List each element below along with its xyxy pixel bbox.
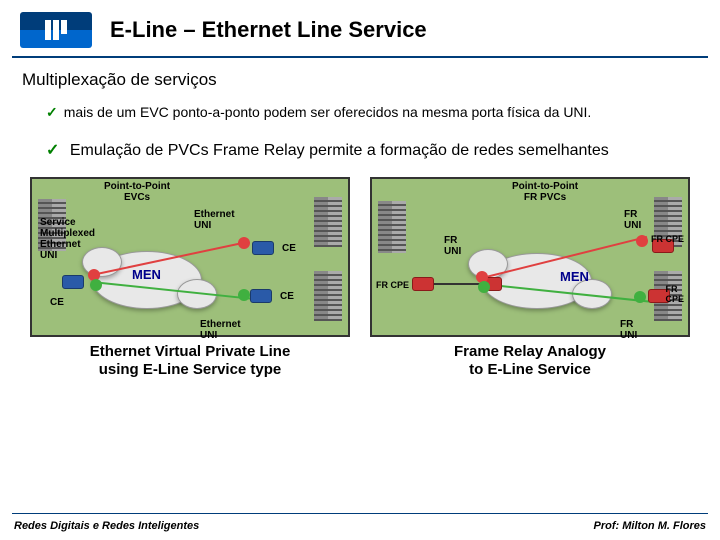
router-icon: [252, 241, 274, 255]
ce-label: CE: [282, 243, 296, 254]
router-icon: [62, 275, 84, 289]
diagram-left: Point-to-PointEVCs ServiceMultiplexedEth…: [30, 177, 350, 379]
content-area: Multiplexação de serviços ✓ mais de um EV…: [0, 58, 720, 391]
bullet-1: ✓ mais de um EVC ponto-a-ponto podem ser …: [46, 104, 698, 121]
bullet-1-text: mais de um EVC ponto-a-ponto podem ser o…: [64, 104, 592, 120]
evcs-title: Point-to-PointEVCs: [104, 181, 170, 203]
eth-uni-top-label: EthernetUNI: [194, 209, 235, 231]
footer-right: Prof: Milton M. Flores: [594, 520, 706, 532]
ce-label: CE: [50, 297, 64, 308]
footer-left: Redes Digitais e Redes Inteligentes: [14, 520, 199, 532]
men-label: MEN: [560, 269, 589, 284]
men-label: MEN: [132, 267, 161, 282]
fr-uni-label: FRUNI: [620, 319, 637, 341]
building-icon: [314, 197, 342, 247]
fr-cpe-label: FR CPE: [376, 281, 409, 291]
diagram-left-box: Point-to-PointEVCs ServiceMultiplexedEth…: [30, 177, 350, 337]
footer-divider: [12, 513, 708, 514]
fr-cpe-label: FR CPE: [651, 235, 684, 245]
header: E-Line – Ethernet Line Service: [0, 0, 720, 56]
diagram-right-box: Point-to-PointFR PVCs FRUNI FRUNI FRUNI …: [370, 177, 690, 337]
endpoint-dot: [238, 289, 250, 301]
diagram-right-caption: Frame Relay Analogyto E-Line Service: [370, 343, 690, 379]
slide-title: E-Line – Ethernet Line Service: [110, 17, 427, 43]
pvcs-title: Point-to-PointFR PVCs: [512, 181, 578, 203]
endpoint-dot: [238, 237, 250, 249]
eth-uni-bot-label: EthernetUNI: [200, 319, 241, 341]
check-icon: ✓: [46, 104, 58, 120]
diagram-left-caption: Ethernet Virtual Private Lineusing E-Lin…: [30, 343, 350, 379]
svc-mux-label: ServiceMultiplexedEthernetUNI: [40, 217, 95, 261]
fr-uni-label: FRUNI: [624, 209, 641, 231]
fr-cpe-label: FRCPE: [665, 285, 684, 305]
ce-label: CE: [280, 291, 294, 302]
bullet-2-text: Emulação de PVCs Frame Relay permite a f…: [70, 142, 609, 159]
endpoint-dot: [478, 281, 490, 293]
fr-uni-label: FRUNI: [444, 235, 461, 257]
endpoint-dot: [90, 279, 102, 291]
building-icon: [378, 201, 406, 253]
check-icon: ✓: [46, 142, 59, 159]
footer: Redes Digitais e Redes Inteligentes Prof…: [0, 520, 720, 532]
endpoint-dot: [634, 291, 646, 303]
building-icon: [314, 271, 342, 321]
bullet-2: ✓ Emulação de PVCs Frame Relay permite a…: [46, 139, 698, 163]
fr-router-icon: [412, 277, 434, 291]
diagram-right: Point-to-PointFR PVCs FRUNI FRUNI FRUNI …: [370, 177, 690, 379]
link-line: [434, 283, 480, 285]
router-icon: [250, 289, 272, 303]
subtitle: Multiplexação de serviços: [22, 70, 698, 90]
uff-logo: [20, 12, 92, 48]
diagrams-row: Point-to-PointEVCs ServiceMultiplexedEth…: [22, 177, 698, 379]
endpoint-dot: [636, 235, 648, 247]
